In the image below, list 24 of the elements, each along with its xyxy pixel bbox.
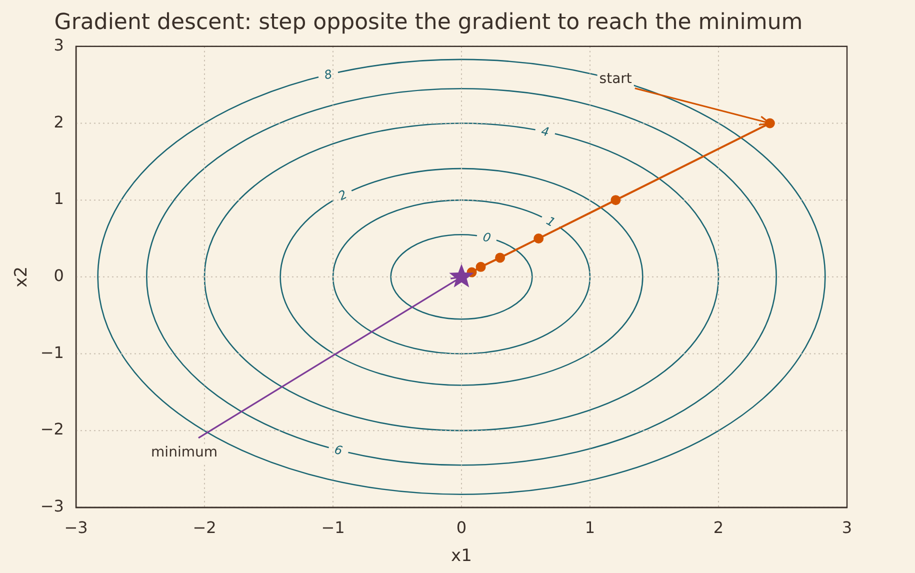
annotation: minimum	[151, 444, 218, 461]
x-tick-label: 1	[584, 518, 596, 538]
x-tick-label: 3	[842, 518, 852, 538]
y-tick-label: 1	[54, 189, 64, 208]
y-tick-label: −1	[40, 342, 64, 362]
annotation: start	[599, 70, 632, 87]
annotation: 0	[482, 230, 492, 246]
x-tick-label: 0	[456, 518, 467, 538]
x-tick-label: 2	[713, 518, 724, 538]
annotation: 8	[322, 66, 334, 82]
y-tick-label: 0	[54, 266, 64, 286]
x-tick-label: −1	[321, 518, 345, 538]
y-tick-label: −3	[40, 496, 64, 516]
x-axis-title: x1	[451, 546, 472, 566]
annotation: 4	[540, 124, 550, 140]
annotation: 1	[544, 214, 558, 230]
chart-title: Gradient descent: step opposite the gradient to reach the minimum	[54, 10, 803, 35]
y-tick-label: 3	[54, 36, 64, 55]
y-tick-label: 2	[54, 112, 64, 132]
y-tick-label: −2	[40, 420, 64, 439]
annotation: 6	[333, 442, 344, 458]
annotation: 2	[336, 187, 350, 204]
x-tick-label: −2	[192, 518, 216, 538]
y-axis-title: x2	[12, 266, 32, 288]
